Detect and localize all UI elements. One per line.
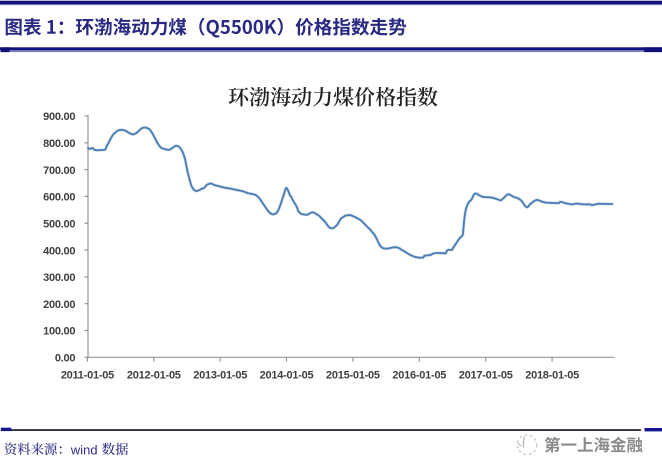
- svg-text:200.00: 200.00: [43, 299, 75, 311]
- svg-text:2011-01-05: 2011-01-05: [61, 369, 114, 381]
- svg-text:2013-01-05: 2013-01-05: [193, 369, 247, 381]
- svg-text:600.00: 600.00: [43, 192, 75, 204]
- svg-text:0.00: 0.00: [55, 353, 76, 365]
- svg-text:700.00: 700.00: [43, 165, 75, 177]
- svg-text:2014-01-05: 2014-01-05: [260, 369, 314, 381]
- svg-text:500.00: 500.00: [43, 218, 75, 230]
- svg-text:800.00: 800.00: [43, 138, 75, 150]
- svg-text:300.00: 300.00: [43, 272, 75, 284]
- svg-text:400.00: 400.00: [43, 245, 75, 257]
- svg-text:2012-01-05: 2012-01-05: [127, 369, 181, 381]
- svg-text:900.00: 900.00: [43, 111, 75, 123]
- svg-text:2015-01-05: 2015-01-05: [326, 369, 380, 381]
- svg-text:100.00: 100.00: [43, 326, 75, 338]
- svg-text:2017-01-05: 2017-01-05: [459, 369, 513, 381]
- svg-text:2018-01-05: 2018-01-05: [525, 369, 579, 381]
- svg-text:2016-01-05: 2016-01-05: [392, 369, 446, 381]
